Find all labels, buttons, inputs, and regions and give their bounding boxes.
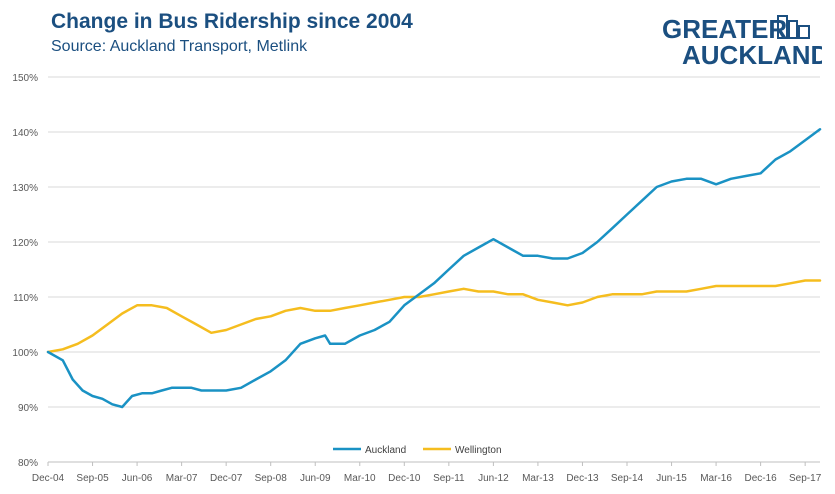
x-tick-label: Dec-04 — [32, 473, 65, 484]
city-buildings-icon — [777, 15, 810, 39]
x-tick-label: Sep-11 — [433, 473, 465, 484]
x-tick-label: Sep-14 — [611, 473, 644, 484]
series-line-auckland — [46, 128, 822, 409]
logo-line-2: AUCKLAND — [682, 40, 822, 68]
x-tick-label: Jun-15 — [656, 473, 687, 484]
x-axis-ticks: Dec-04 Sep-05 Jun-06 Mar-07 Dec-07 Sep-08 Jun-… — [32, 462, 822, 484]
grid-lines — [48, 76, 820, 463]
x-tick-label: Dec-10 — [388, 473, 421, 484]
x-tick-label: Mar-13 — [522, 473, 554, 484]
x-tick-label: Dec-16 — [744, 473, 777, 484]
y-tick-label: 110% — [13, 293, 38, 304]
x-tick-label: Jun-09 — [300, 473, 331, 484]
legend-label-auckland: Auckland — [365, 445, 406, 456]
x-tick-label: Dec-07 — [210, 473, 243, 484]
x-tick-label: Mar-07 — [166, 473, 198, 484]
chart-title: Change in Bus Ridership since 2004 — [51, 10, 413, 33]
y-axis-ticks: 80% 90% 100% 110% 120% 130% 140% 150% — [12, 73, 38, 469]
x-tick-label: Sep-05 — [76, 473, 109, 484]
y-tick-label: 130% — [12, 183, 38, 194]
x-tick-label: Jun-12 — [478, 473, 509, 484]
x-tick-label: Sep-17 — [789, 473, 822, 484]
x-tick-label: Mar-16 — [700, 473, 732, 484]
x-tick-label: Jun-06 — [122, 473, 153, 484]
legend-label-wellington: Wellington — [455, 445, 502, 456]
x-tick-label: Mar-10 — [344, 473, 376, 484]
y-tick-label: 80% — [18, 458, 38, 469]
y-tick-label: 120% — [12, 238, 38, 249]
y-tick-label: 90% — [18, 403, 38, 414]
chart-legend: Auckland Wellington — [333, 445, 502, 456]
series-lines — [46, 128, 822, 409]
x-tick-label: Sep-08 — [255, 473, 288, 484]
greater-auckland-logo: GREATER AUCKLAND — [662, 14, 822, 68]
logo-line-1: GREATER — [662, 14, 787, 44]
x-tick-label: Dec-13 — [566, 473, 599, 484]
y-tick-label: 100% — [12, 348, 38, 359]
y-tick-label: 140% — [12, 128, 38, 139]
chart-subtitle: Source: Auckland Transport, Metlink — [51, 38, 308, 55]
series-line-wellington — [46, 279, 822, 354]
y-tick-label: 150% — [12, 73, 38, 84]
